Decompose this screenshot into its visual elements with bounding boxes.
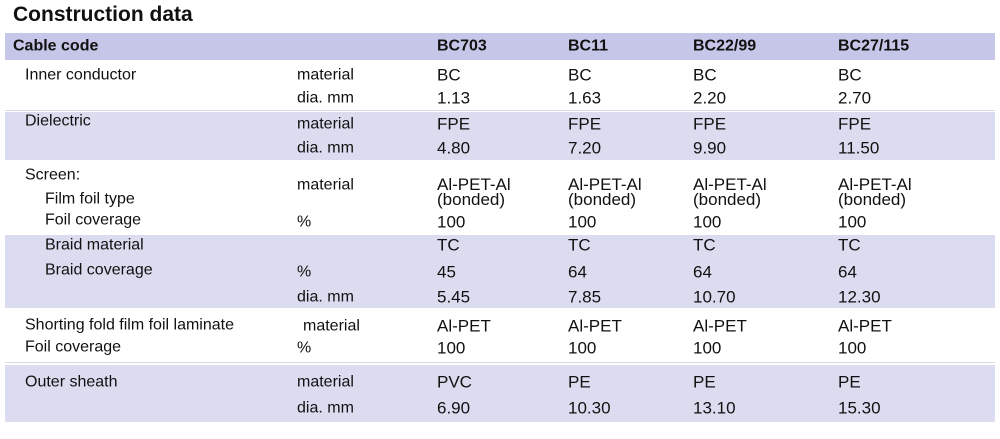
cell-value: FPE — [838, 114, 872, 134]
row-unit: % — [297, 339, 312, 357]
cell-value: PE — [693, 372, 716, 392]
cell-value: Al-PET-Al (bonded) — [838, 175, 912, 209]
row-label: Shorting fold film foil laminate — [25, 316, 234, 334]
cell-value: 1.13 — [437, 88, 471, 108]
row-unit: dia. mm — [297, 399, 354, 417]
row-label: Braid coverage — [45, 261, 153, 279]
cell-value: Al-PET — [437, 316, 491, 336]
cell-value: FPE — [568, 114, 602, 134]
row-unit: material — [297, 115, 354, 133]
cell-value: 100 — [838, 212, 867, 232]
row-group — [5, 310, 995, 363]
cell-value: 2.70 — [838, 88, 872, 108]
cell-value: 11.50 — [838, 138, 880, 158]
row-unit: material — [297, 66, 354, 84]
cell-value: 7.20 — [568, 138, 602, 158]
cell-value: 100 — [568, 338, 597, 358]
cell-value: 1.63 — [568, 88, 602, 108]
cell-value: 2.20 — [693, 88, 727, 108]
title: Construction data — [13, 3, 193, 26]
cell-value: 9.90 — [693, 138, 727, 158]
row-unit: dia. mm — [297, 288, 354, 306]
row-group — [5, 62, 995, 111]
row-label: Braid material — [45, 236, 144, 254]
cell-value: Al-PET-Al (bonded) — [568, 175, 642, 209]
row-label: Outer sheath — [25, 373, 118, 391]
cell-value: FPE — [437, 114, 471, 134]
cell-value: 100 — [568, 212, 597, 232]
cell-value: 12.30 — [838, 287, 881, 307]
cell-value: TC — [693, 235, 716, 255]
row-unit: dia. mm — [297, 89, 354, 107]
column-header: BC703 — [437, 37, 487, 55]
cell-value: Al-PET — [568, 316, 622, 336]
cell-value: PVC — [437, 372, 472, 392]
cell-value: BC — [693, 65, 717, 85]
cell-value: 64 — [838, 262, 857, 282]
row-unit: material — [303, 317, 360, 335]
row-group — [5, 365, 995, 422]
cell-value: FPE — [693, 114, 727, 134]
row-unit: % — [297, 213, 312, 231]
cell-value: 5.45 — [437, 287, 471, 307]
cell-value: 45 — [437, 262, 456, 282]
cell-value: 10.70 — [693, 287, 736, 307]
header-bar — [5, 33, 995, 60]
cell-value: Al-PET-Al (bonded) — [693, 175, 767, 209]
cell-value: BC — [437, 65, 461, 85]
row-label: Screen: — [25, 166, 81, 184]
row-label: Dielectric — [25, 112, 91, 130]
cell-value: 15.30 — [838, 398, 881, 418]
column-header: BC27/115 — [838, 37, 910, 55]
cell-value: BC — [838, 65, 862, 85]
cell-value: 7.85 — [568, 287, 602, 307]
column-header: BC11 — [568, 37, 609, 55]
row-group — [5, 235, 995, 308]
row-label: Inner conductor — [25, 66, 137, 84]
row-label: Foil coverage — [25, 338, 122, 356]
cell-value: 64 — [568, 262, 587, 282]
cell-value: TC — [838, 235, 861, 255]
cell-value: TC — [437, 235, 460, 255]
cell-value: Al-PET — [693, 316, 747, 336]
cell-value: TC — [568, 235, 591, 255]
column-header: BC22/99 — [693, 37, 757, 55]
cell-value: PE — [838, 372, 861, 392]
row-group — [5, 112, 995, 160]
cell-value: 100 — [437, 338, 466, 358]
row-label: Foil coverage — [45, 211, 142, 229]
row-label: Film foil type — [45, 190, 135, 208]
cell-value: PE — [568, 372, 591, 392]
cell-value: Al-PET — [838, 316, 892, 336]
cell-value: 6.90 — [437, 398, 471, 418]
row-unit: material — [297, 176, 354, 194]
cell-value: 4.80 — [437, 138, 471, 158]
cell-value: 13.10 — [693, 398, 736, 418]
row-header: Cable code — [13, 37, 99, 55]
row-unit: dia. mm — [297, 139, 354, 157]
cell-value: Al-PET-Al (bonded) — [437, 175, 511, 209]
row-unit: % — [297, 263, 312, 281]
cell-value: BC — [568, 65, 592, 85]
row-unit: material — [297, 373, 354, 391]
cell-value: 100 — [437, 212, 466, 232]
cell-value: 100 — [693, 212, 722, 232]
cell-value: 64 — [693, 262, 712, 282]
cell-value: 100 — [693, 338, 722, 358]
cell-value: 100 — [838, 338, 867, 358]
cell-value: 10.30 — [568, 398, 611, 418]
